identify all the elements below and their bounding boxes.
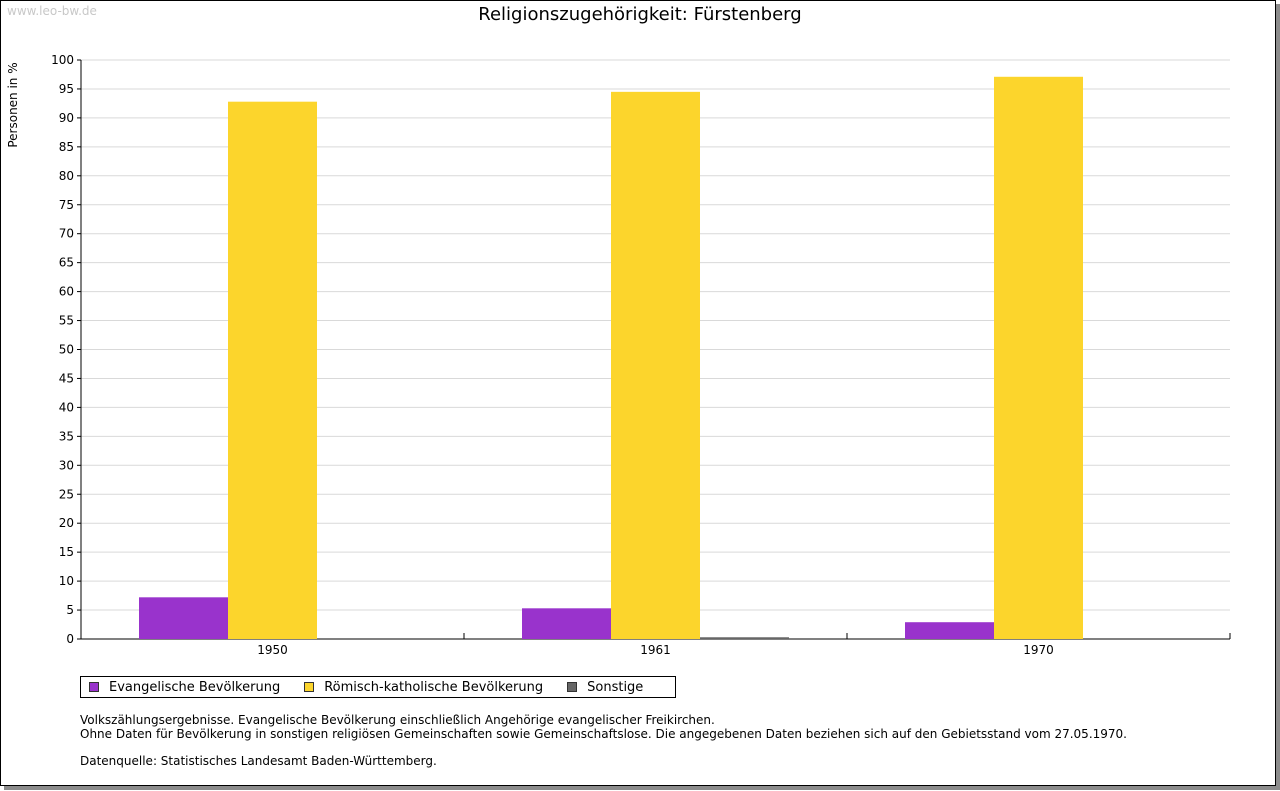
note-line-2: Ohne Daten für Bevölkerung in sonstigen … bbox=[80, 727, 1127, 741]
y-tick-label: 85 bbox=[59, 140, 74, 154]
legend-label-evangelisch: Evangelische Bevölkerung bbox=[109, 679, 281, 695]
y-tick-label: 0 bbox=[66, 632, 74, 646]
y-tick-label: 95 bbox=[59, 82, 74, 96]
x-tick-label: 1961 bbox=[640, 643, 671, 657]
legend-swatch-sonstige bbox=[567, 682, 578, 692]
legend: Evangelische Bevölkerung Römisch-katholi… bbox=[80, 676, 676, 698]
bar-chart: 0 5 10 15 20 25 30 35 40 45 50 55 60 65 70 75 80 85 90 95 10… bbox=[51, 53, 1231, 657]
y-tick-label: 65 bbox=[59, 256, 74, 270]
watermark: www.leo-bw.de bbox=[7, 4, 97, 18]
y-tick-label: 10 bbox=[59, 574, 74, 588]
bar-r-misch-katholische-bev-lkerung-1970 bbox=[994, 76, 1083, 639]
legend-swatch-evangelisch bbox=[89, 682, 99, 692]
x-tick-label: 1950 bbox=[257, 643, 288, 657]
legend-swatch-katholisch bbox=[304, 682, 315, 692]
chart-notes: Volkszählungsergebnisse. Evangelische Be… bbox=[80, 713, 1127, 768]
y-tick-label: 45 bbox=[59, 371, 74, 385]
data-source: Datenquelle: Statistisches Landesamt Bad… bbox=[80, 754, 437, 768]
bar-sonstige-1961 bbox=[700, 637, 789, 639]
y-tick-label: 30 bbox=[59, 458, 74, 472]
y-tick-label: 50 bbox=[59, 343, 74, 357]
y-tick-label: 100 bbox=[51, 53, 74, 67]
y-tick-label: 70 bbox=[59, 227, 74, 241]
bar-r-misch-katholische-bev-lkerung-1950 bbox=[228, 101, 317, 640]
bar-evangelische-bev-lkerung-1950 bbox=[139, 597, 228, 639]
chart-title: Religionszugehörigkeit: Fürstenberg bbox=[478, 4, 802, 25]
y-tick-label: 60 bbox=[59, 285, 74, 299]
y-tick-label: 90 bbox=[59, 111, 74, 125]
legend-item-katholisch: Römisch-katholische Bevölkerung bbox=[304, 680, 543, 695]
y-tick-label: 20 bbox=[59, 516, 74, 530]
y-tick-label: 75 bbox=[59, 198, 74, 212]
bar-evangelische-bev-lkerung-1970 bbox=[905, 622, 994, 639]
y-tick-label: 25 bbox=[59, 487, 74, 501]
bar-r-misch-katholische-bev-lkerung-1961 bbox=[611, 91, 700, 640]
y-tick-label: 80 bbox=[59, 169, 74, 183]
legend-label-katholisch: Römisch-katholische Bevölkerung bbox=[324, 679, 544, 695]
legend-label-sonstige: Sonstige bbox=[587, 679, 644, 695]
y-tick-label: 40 bbox=[59, 400, 74, 414]
y-tick-label: 35 bbox=[59, 429, 74, 443]
x-tick-label: 1970 bbox=[1023, 643, 1054, 657]
y-tick-label: 5 bbox=[66, 603, 74, 617]
bar-evangelische-bev-lkerung-1961 bbox=[522, 608, 611, 639]
y-tick-label: 15 bbox=[59, 545, 74, 559]
note-line-1: Volkszählungsergebnisse. Evangelische Be… bbox=[80, 713, 715, 727]
legend-item-sonstige: Sonstige bbox=[567, 680, 643, 695]
legend-item-evangelisch: Evangelische Bevölkerung bbox=[89, 680, 280, 695]
y-tick-label: 55 bbox=[59, 314, 74, 328]
